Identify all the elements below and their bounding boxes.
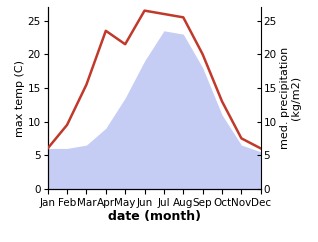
X-axis label: date (month): date (month) (108, 210, 201, 223)
Y-axis label: med. precipitation
(kg/m2): med. precipitation (kg/m2) (280, 47, 301, 149)
Y-axis label: max temp (C): max temp (C) (15, 60, 25, 136)
